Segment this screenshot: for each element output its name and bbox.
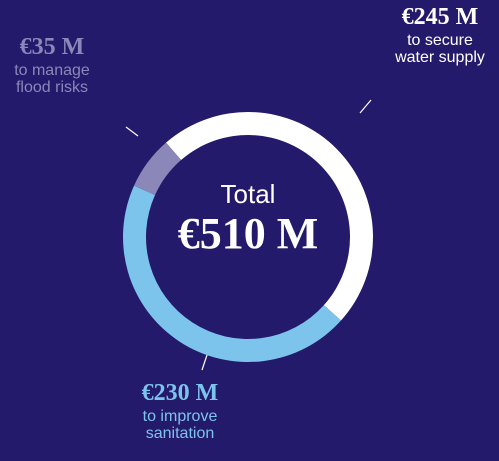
leader-line bbox=[125, 126, 139, 137]
category-label: to secure water supply bbox=[395, 32, 485, 66]
center-value: €510 M bbox=[177, 209, 319, 258]
value-label: €245 M bbox=[401, 4, 479, 30]
donut-segment bbox=[123, 185, 341, 362]
value-label: €35 M bbox=[19, 34, 85, 60]
value-label: €230 M bbox=[141, 380, 219, 406]
center-title: Total bbox=[220, 179, 276, 209]
donut-segment bbox=[134, 142, 182, 196]
center-label: Total €510 M bbox=[178, 178, 319, 258]
leader-line bbox=[359, 99, 372, 114]
category-label: to improve sanitation bbox=[142, 408, 218, 442]
category-label: to manage flood risks bbox=[14, 62, 90, 96]
donut-segment bbox=[165, 112, 373, 321]
